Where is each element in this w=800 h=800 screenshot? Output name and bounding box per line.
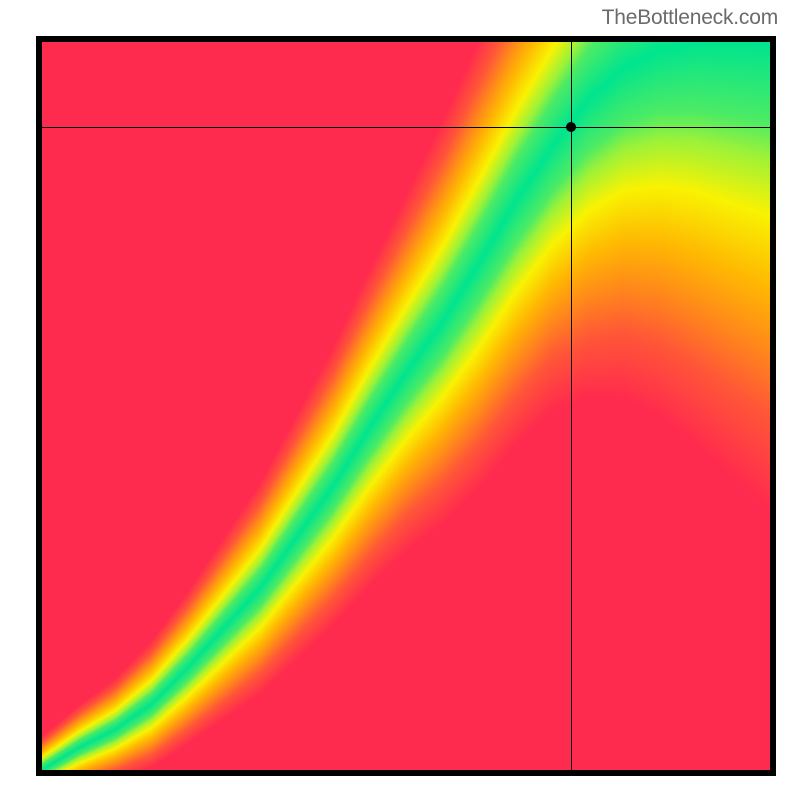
heatmap-canvas <box>42 42 770 770</box>
watermark-text: TheBottleneck.com <box>602 6 778 30</box>
heatmap-plot <box>36 36 776 776</box>
